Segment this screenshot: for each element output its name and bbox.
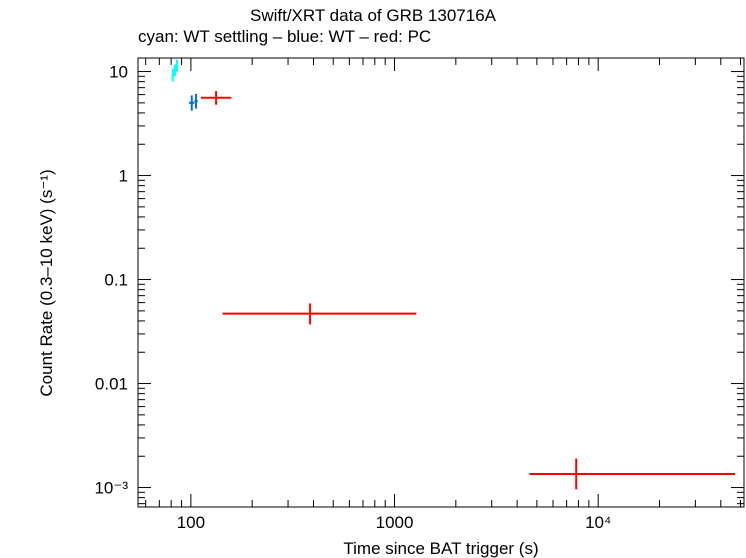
chart-title: Swift/XRT data of GRB 130716A: [249, 6, 496, 25]
y-tick-label: 10⁻³: [94, 479, 128, 498]
x-tick-label: 1000: [376, 513, 414, 532]
data-point: [175, 59, 179, 72]
data-point: [200, 91, 232, 105]
chart-subtitle: cyan: WT settling – blue: WT – red: PC: [138, 27, 432, 46]
data-point: [529, 458, 736, 490]
data-point: [171, 68, 174, 82]
x-axis-label: Time since BAT trigger (s): [343, 539, 538, 558]
y-tick-label: 10: [109, 63, 128, 82]
y-tick-label: 1: [119, 167, 128, 186]
y-tick-label: 0.01: [95, 375, 128, 394]
y-tick-label: 0.1: [104, 271, 128, 290]
data-point: [173, 64, 176, 77]
data-point: [194, 93, 198, 109]
x-tick-label: 100: [177, 513, 205, 532]
data-point: [189, 95, 195, 111]
axis-ticks: [138, 58, 744, 507]
data-marks: [171, 59, 736, 490]
data-point: [222, 303, 417, 325]
x-tick-label: 10⁴: [585, 513, 611, 532]
plot-frame: [137, 57, 745, 508]
y-axis-label: Count Rate (0.3–10 keV) (s⁻¹): [37, 169, 56, 396]
axis-tick-labels: 100 1000 10⁴ 10 1 0.1 0.01 10⁻³: [94, 63, 611, 532]
